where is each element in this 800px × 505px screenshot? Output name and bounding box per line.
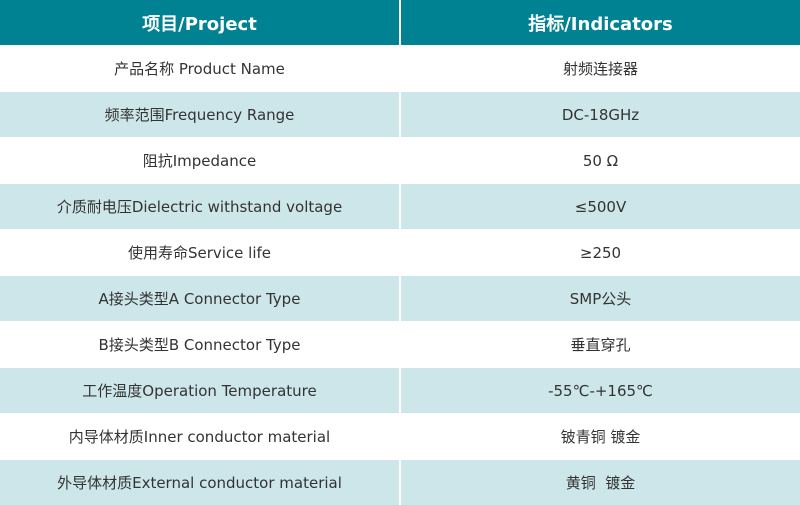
indicator-cell: DC-18GHz	[400, 92, 800, 138]
project-cell: 介质耐电压Dielectric withstand voltage	[0, 184, 400, 230]
indicator-cell: SMP公头	[400, 276, 800, 322]
indicator-cell: 垂直穿孔	[400, 322, 800, 368]
project-cell: 外导体材质External conductor material	[0, 460, 400, 505]
indicator-cell: 射频连接器	[400, 46, 800, 92]
indicator-cell: ≥250	[400, 230, 800, 276]
project-cell: 阻抗Impedance	[0, 138, 400, 184]
project-cell: 内导体材质Inner conductor material	[0, 414, 400, 460]
project-cell: 使用寿命Service life	[0, 230, 400, 276]
header-project: 项目/Project	[0, 0, 400, 46]
project-cell: 产品名称 Product Name	[0, 46, 400, 92]
project-cell: 频率范围Frequency Range	[0, 92, 400, 138]
table-row: 使用寿命Service life≥250	[0, 230, 800, 276]
project-cell: B接头类型B Connector Type	[0, 322, 400, 368]
project-cell: A接头类型A Connector Type	[0, 276, 400, 322]
indicator-cell: 黄铜 镀金	[400, 460, 800, 505]
project-cell: 工作温度Operation Temperature	[0, 368, 400, 414]
header-indicators: 指标/Indicators	[400, 0, 800, 46]
indicator-cell: -55℃-+165℃	[400, 368, 800, 414]
indicator-cell: 50 Ω	[400, 138, 800, 184]
indicator-cell: ≤500V	[400, 184, 800, 230]
table-row: 介质耐电压Dielectric withstand voltage≤500V	[0, 184, 800, 230]
header-row: 项目/Project 指标/Indicators	[0, 0, 800, 46]
table-row: 工作温度Operation Temperature-55℃-+165℃	[0, 368, 800, 414]
indicator-cell: 铍青铜 镀金	[400, 414, 800, 460]
